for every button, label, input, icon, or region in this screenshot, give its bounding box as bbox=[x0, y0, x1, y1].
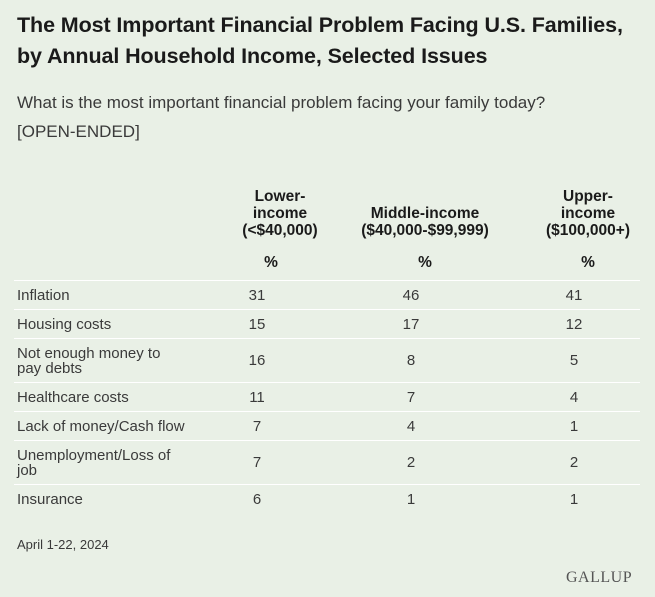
row-label-line: Not enough money to bbox=[17, 344, 161, 362]
column-header-line: ($100,000+) bbox=[545, 222, 631, 239]
cell-value: 4 bbox=[406, 417, 416, 435]
row-label: Insurance bbox=[14, 492, 207, 507]
table-row: Housing costs 15 17 12 bbox=[14, 309, 640, 338]
cell-value: 15 bbox=[248, 315, 266, 333]
cell-value: 16 bbox=[248, 352, 266, 369]
cell-value: 2 bbox=[569, 454, 579, 471]
column-header-lower-income: Lower- income (<$40,000) bbox=[232, 188, 328, 239]
data-table: Inflation 31 46 41 Housing costs 15 17 12 Not en… bbox=[14, 280, 640, 513]
row-label-line: job bbox=[17, 461, 38, 479]
row-label: Not enough money to pay debts bbox=[14, 346, 207, 376]
row-label-line: Unemployment/Loss of bbox=[17, 446, 171, 464]
table-row: Insurance 6 1 1 bbox=[14, 484, 640, 513]
cell-value: 31 bbox=[248, 286, 266, 304]
row-label-line: Lack of money/Cash flow bbox=[17, 417, 185, 435]
cell-value: 41 bbox=[565, 286, 583, 304]
title-line-1: The Most Important Financial Problem Fac… bbox=[17, 13, 623, 37]
table-row: Healthcare costs 11 7 4 bbox=[14, 382, 640, 411]
row-label-line: Insurance bbox=[17, 490, 83, 508]
table-row: Inflation 31 46 41 bbox=[14, 280, 640, 309]
cell-value: 7 bbox=[252, 417, 262, 435]
column-header-line: ($40,000-$99,999) bbox=[361, 222, 489, 239]
cell-value: 1 bbox=[569, 490, 579, 508]
row-label: Unemployment/Loss of job bbox=[14, 448, 207, 478]
title-line-2: by Annual Household Income, Selected Iss… bbox=[17, 44, 488, 68]
cell-value: 8 bbox=[406, 352, 416, 369]
column-header-line: Middle-income bbox=[370, 205, 480, 222]
cell-value: 17 bbox=[402, 315, 420, 333]
cell-value: 1 bbox=[569, 417, 579, 435]
cell-value: 5 bbox=[569, 352, 579, 369]
row-label: Healthcare costs bbox=[14, 390, 207, 405]
row-label-line: Housing costs bbox=[17, 315, 112, 333]
cell-value: 46 bbox=[402, 286, 420, 304]
unit-label-upper: % bbox=[581, 254, 595, 271]
row-label-line: pay debts bbox=[17, 359, 83, 377]
table-row: Lack of money/Cash flow 7 4 1 bbox=[14, 411, 640, 440]
table-row: Not enough money to pay debts 16 8 5 bbox=[14, 338, 640, 382]
column-header-line: (<$40,000) bbox=[242, 222, 318, 239]
cell-value: 4 bbox=[569, 388, 579, 406]
question-line-2: [OPEN-ENDED] bbox=[17, 122, 140, 141]
question-line-1: What is the most important financial pro… bbox=[17, 93, 546, 112]
survey-question: What is the most important financial pro… bbox=[17, 88, 637, 146]
unit-label-lower: % bbox=[264, 254, 278, 271]
row-label-line: Inflation bbox=[17, 286, 70, 304]
row-label: Housing costs bbox=[14, 317, 207, 332]
row-label-line: Healthcare costs bbox=[17, 388, 129, 406]
column-header-line: Upper- bbox=[563, 188, 613, 205]
cell-value: 7 bbox=[406, 388, 416, 406]
column-header-line: income bbox=[252, 205, 308, 222]
table-row: Unemployment/Loss of job 7 2 2 bbox=[14, 440, 640, 484]
column-header-line: income bbox=[560, 205, 616, 222]
gallup-logo: GALLUP bbox=[566, 569, 633, 586]
cell-value: 11 bbox=[249, 388, 265, 406]
row-label: Lack of money/Cash flow bbox=[14, 419, 207, 434]
unit-label-middle: % bbox=[418, 254, 432, 271]
cell-value: 6 bbox=[252, 490, 262, 508]
column-header-middle-income: Middle-income ($40,000-$99,999) bbox=[345, 205, 505, 239]
survey-dates: April 1-22, 2024 bbox=[17, 537, 109, 552]
row-label: Inflation bbox=[14, 288, 207, 303]
cell-value: 2 bbox=[406, 454, 416, 471]
cell-value: 1 bbox=[406, 490, 416, 508]
column-header-line: Lower- bbox=[254, 188, 306, 205]
cell-value: 7 bbox=[252, 454, 262, 471]
chart-title: The Most Important Financial Problem Fac… bbox=[17, 10, 647, 72]
cell-value: 12 bbox=[565, 315, 583, 333]
column-header-upper-income: Upper- income ($100,000+) bbox=[533, 188, 643, 239]
